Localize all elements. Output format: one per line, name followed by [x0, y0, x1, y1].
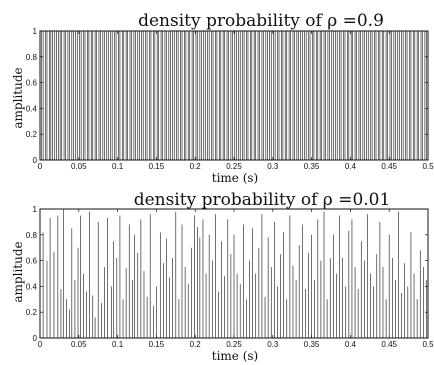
- plot-frame: [39, 208, 429, 339]
- x-tick-label: 0: [38, 340, 43, 349]
- y-tick-label: 0: [33, 156, 38, 165]
- chart-title: density probability of ρ =0.01: [134, 190, 391, 210]
- x-tick-label: 0.25: [226, 162, 242, 171]
- y-tick-label: 0.6: [26, 79, 38, 88]
- x-ticks: 0 0.05 0.1 0.15 0.2 0.25 0.3 0.35 0.4 0.45 0.5: [38, 209, 434, 349]
- x-tick-label: 0.3: [267, 162, 279, 171]
- x-tick-label: 0.2: [190, 162, 202, 171]
- signal-spikes: [40, 209, 428, 339]
- y-tick-label: 0: [33, 334, 38, 343]
- signal-spikes: [40, 31, 428, 161]
- y-tick-label: 0.2: [26, 130, 38, 139]
- x-axis-label: time (s): [212, 171, 258, 185]
- x-tick-label: 0: [38, 162, 43, 171]
- y-tick-label: 0.4: [26, 282, 38, 291]
- x-tick-label: 0.45: [381, 162, 397, 171]
- x-tick-label: 0.1: [112, 162, 124, 171]
- y-tick-label: 0.6: [26, 257, 38, 266]
- y-ticks: 0 0.2 0.4 0.6 0.8 1: [26, 205, 428, 343]
- y-axis-label: amplitude: [11, 67, 25, 128]
- x-tick-label: 0.15: [149, 340, 165, 349]
- x-tick-label: 0.45: [381, 340, 397, 349]
- plot-frame: [39, 30, 429, 161]
- x-axis-label: time (s): [212, 349, 258, 363]
- x-tick-label: 0.05: [71, 162, 87, 171]
- x-tick-label: 0.35: [304, 162, 320, 171]
- y-tick-label: 0.8: [26, 53, 38, 62]
- y-axis-label: amplitude: [11, 241, 25, 302]
- x-tick-label: 0.5: [422, 340, 434, 349]
- y-tick-label: 0.2: [26, 308, 38, 317]
- chart-bottom: density probability of ρ =0.01 amplitude…: [11, 190, 434, 363]
- x-tick-label: 0.1: [112, 340, 124, 349]
- x-tick-label: 0.2: [190, 340, 202, 349]
- x-tick-label: 0.3: [267, 340, 279, 349]
- y-tick-label: 1: [33, 27, 38, 36]
- x-tick-label: 0.05: [71, 340, 87, 349]
- chart-title: density probability of ρ =0.9: [138, 11, 384, 31]
- y-tick-label: 0.4: [26, 104, 38, 113]
- x-tick-label: 0.4: [345, 162, 357, 171]
- x-tick-label: 0.35: [304, 340, 320, 349]
- x-tick-label: 0.25: [226, 340, 242, 349]
- x-tick-label: 0.15: [149, 162, 165, 171]
- y-tick-label: 1: [33, 205, 38, 214]
- y-tick-label: 0.8: [26, 231, 38, 240]
- x-tick-label: 0.4: [345, 340, 357, 349]
- chart-top: density probability of ρ =0.9 amplitude …: [11, 11, 434, 185]
- x-tick-label: 0.5: [422, 162, 434, 171]
